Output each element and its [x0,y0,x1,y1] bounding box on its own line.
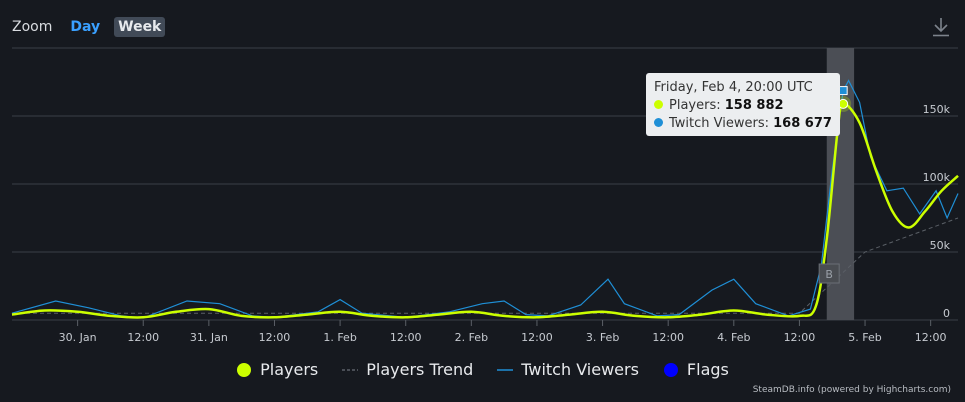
players-dot-icon [654,100,663,109]
x-tick-label: 3. Feb [586,331,619,344]
x-tick-label: 12:00 [521,331,553,344]
legend: Players Players Trend Twitch Viewers Fla… [0,360,965,379]
zoom-day-button[interactable]: Day [70,19,101,35]
legend-players-label: Players [260,360,319,379]
flags-legend-icon [663,362,678,377]
players-line [11,102,959,319]
tooltip-players-row: Players: 158 882 [654,97,832,115]
tooltip: Friday, Feb 4, 20:00 UTC Players: 158 88… [646,73,840,136]
x-tick-label: 30. Jan [59,331,97,344]
legend-players[interactable]: Players [236,360,318,379]
zoom-bar: Zoom Day Week [12,16,175,38]
zoom-week-button[interactable]: Week [114,17,166,37]
twitch-legend-icon [497,368,514,371]
x-tick-label: 4. Feb [717,331,750,344]
legend-flags-label: Flags [686,360,729,379]
legend-flags[interactable]: Flags [663,360,729,379]
legend-twitch[interactable]: Twitch Viewers [497,360,639,379]
x-tick-label: 12:00 [259,331,291,344]
tooltip-twitch-label: Twitch Viewers: [669,116,769,131]
tooltip-twitch-row: Twitch Viewers: 168 677 [654,115,832,133]
tooltip-players-label: Players: [669,98,721,113]
x-tick-label: 2. Feb [455,331,488,344]
zoom-label: Zoom [12,19,53,35]
tooltip-players-value: 158 882 [724,98,784,113]
x-tick-label: 12:00 [652,331,684,344]
players-legend-icon [237,362,252,377]
x-tick-label: 5. Feb [848,331,881,344]
players-hover-point [838,98,849,109]
y-tick-label: 150k [923,103,951,116]
tooltip-title: Friday, Feb 4, 20:00 UTC [654,80,813,95]
x-tick-label: 12:00 [390,331,422,344]
legend-trend[interactable]: Players Trend [342,360,473,379]
trend-legend-icon [342,369,359,370]
y-tick-label: 0 [943,307,950,320]
chart-area: 30. Jan 12:00 31. Jan 12:00 1. Feb 12:00 2. Fe… [11,47,959,344]
flag-box [818,263,840,284]
twitch-hover-point [838,86,848,96]
twitch-dot-icon [654,118,663,127]
twitch-viewers-line [11,79,959,319]
legend-twitch-label: Twitch Viewers [521,360,639,379]
flag-marker[interactable]: B [818,263,840,284]
y-axis: 0 50k 100k 150k [923,103,951,320]
x-tick-label: 12:00 [127,331,159,344]
y-tick-label: 50k [930,239,951,252]
tooltip-twitch-value: 168 677 [773,116,832,131]
y-tick-label: 100k [923,171,951,184]
download-icon[interactable] [930,16,952,38]
credits-link[interactable]: SteamDB.info (powered by Highcharts.com) [752,385,951,395]
x-tick-label: 31. Jan [190,331,228,344]
players-trend-line [12,217,959,314]
flag-label: B [825,268,833,281]
x-tick-label: 1. Feb [323,331,356,344]
x-tick-label: 12:00 [915,331,947,344]
legend-trend-label: Players Trend [366,360,474,379]
x-tick-label: 12:00 [784,331,816,344]
x-axis: 30. Jan 12:00 31. Jan 12:00 1. Feb 12:00 2. Fe… [59,320,947,344]
